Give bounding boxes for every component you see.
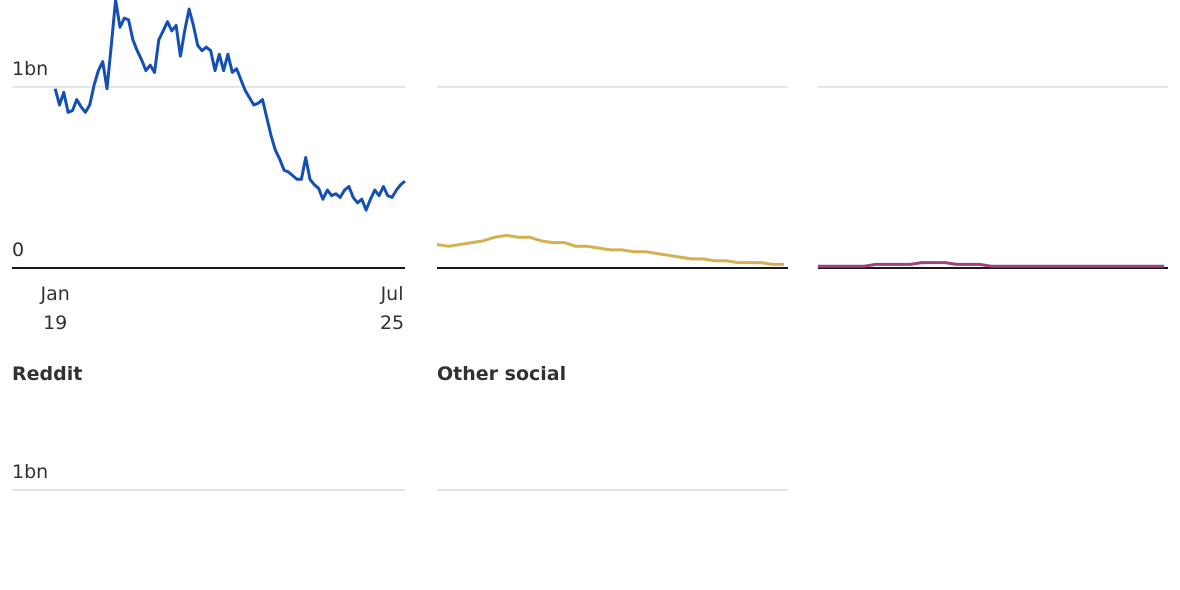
y-tick-label: 1bn [12,461,48,483]
chart-title: Reddit [12,363,82,385]
y-tick-label: 1bn [12,58,48,80]
series-line [53,0,406,212]
x-tick-label: Jul 25 [379,283,405,334]
y-tick-label: 0 [12,239,24,261]
series-line [818,261,1165,268]
series-line [436,233,785,266]
chart-title: Other social [437,363,566,385]
x-tick-label: Jan 19 [40,283,70,334]
